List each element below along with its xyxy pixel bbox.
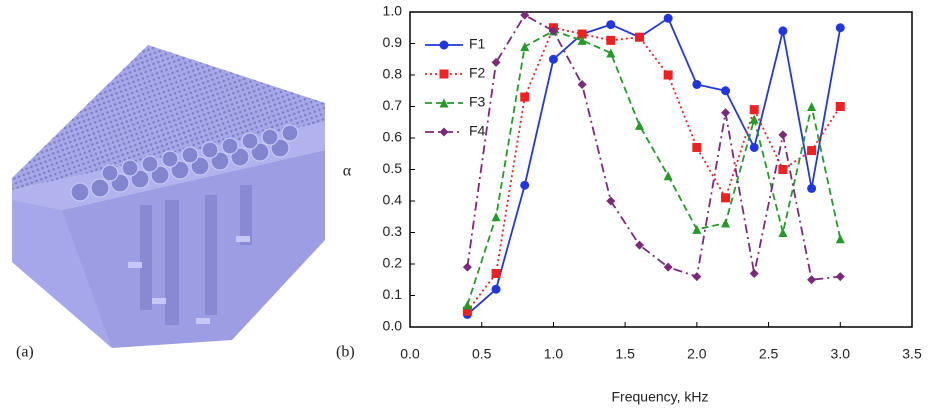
marker [463, 300, 472, 309]
marker [750, 143, 759, 152]
y-tick-label: 0.8 [383, 66, 403, 82]
marker [492, 285, 501, 294]
y-tick-label: 0.9 [383, 34, 403, 50]
y-tick-label: 0.1 [383, 286, 403, 302]
x-tick-label: 3.5 [902, 346, 922, 362]
x-tick-label: 0.0 [400, 346, 420, 362]
marker [692, 80, 701, 89]
x-tick-label: 2.5 [759, 346, 779, 362]
marker [807, 275, 816, 284]
marker [721, 193, 730, 202]
marker [492, 269, 501, 278]
marker [836, 272, 845, 281]
y-tick-label: 0.4 [383, 192, 403, 208]
marker [492, 58, 501, 67]
y-tick-label: 0.5 [383, 160, 403, 176]
marker [520, 181, 529, 190]
y-axis-label: α [343, 163, 352, 180]
y-tick-label: 0.3 [383, 223, 403, 239]
panel-label: (a) [16, 344, 34, 361]
x-tick-label: 1.5 [615, 346, 635, 362]
marker [578, 80, 587, 89]
marker [721, 219, 730, 228]
y-tick-label: 1.0 [383, 3, 403, 19]
marker [440, 70, 449, 79]
honeycomb-model [12, 45, 325, 348]
y-tick-label: 0.7 [383, 97, 403, 113]
marker [778, 228, 787, 237]
marker [721, 86, 730, 95]
marker [721, 108, 730, 117]
marker [692, 272, 701, 281]
marker [606, 197, 615, 206]
marker [664, 171, 673, 180]
marker [778, 165, 787, 174]
y-tick-label: 0.6 [383, 129, 403, 145]
marker [520, 93, 529, 102]
legend-label: F4 [469, 123, 486, 139]
marker [440, 128, 449, 137]
marker [836, 102, 845, 111]
figure: (a) (b) α Frequency, kHz 0.0 0.1 0.2 0.3 0.4… [0, 0, 939, 413]
marker [606, 20, 615, 29]
x-tick-label: 2.0 [687, 346, 707, 362]
marker [692, 143, 701, 152]
marker [836, 23, 845, 32]
marker [606, 36, 615, 45]
x-tick-label: 0.5 [472, 346, 492, 362]
marker [606, 48, 615, 57]
x-tick-label: 3.0 [831, 346, 851, 362]
plot-frame [410, 12, 912, 327]
marker [635, 33, 644, 42]
marker [807, 102, 816, 111]
y-tick-label: 0.0 [383, 318, 403, 334]
panel-label: (b) [336, 344, 355, 361]
legend-label: F3 [469, 94, 486, 110]
x-axis-label: Frequency, kHz [612, 389, 709, 405]
x-tick-label: 1.0 [544, 346, 564, 362]
legend-label: F2 [469, 65, 486, 81]
marker [807, 184, 816, 193]
marker [492, 212, 501, 221]
marker [778, 26, 787, 35]
marker [750, 105, 759, 114]
marker [520, 42, 529, 51]
marker [664, 71, 673, 80]
marker [836, 234, 845, 243]
legend-label: F1 [469, 36, 486, 52]
marker [750, 269, 759, 278]
marker [664, 14, 673, 23]
marker [807, 146, 816, 155]
marker [463, 263, 472, 272]
marker [692, 225, 701, 234]
marker [440, 41, 449, 50]
marker [549, 55, 558, 64]
y-tick-label: 0.2 [383, 255, 403, 271]
marker [778, 130, 787, 139]
marker [635, 121, 644, 130]
